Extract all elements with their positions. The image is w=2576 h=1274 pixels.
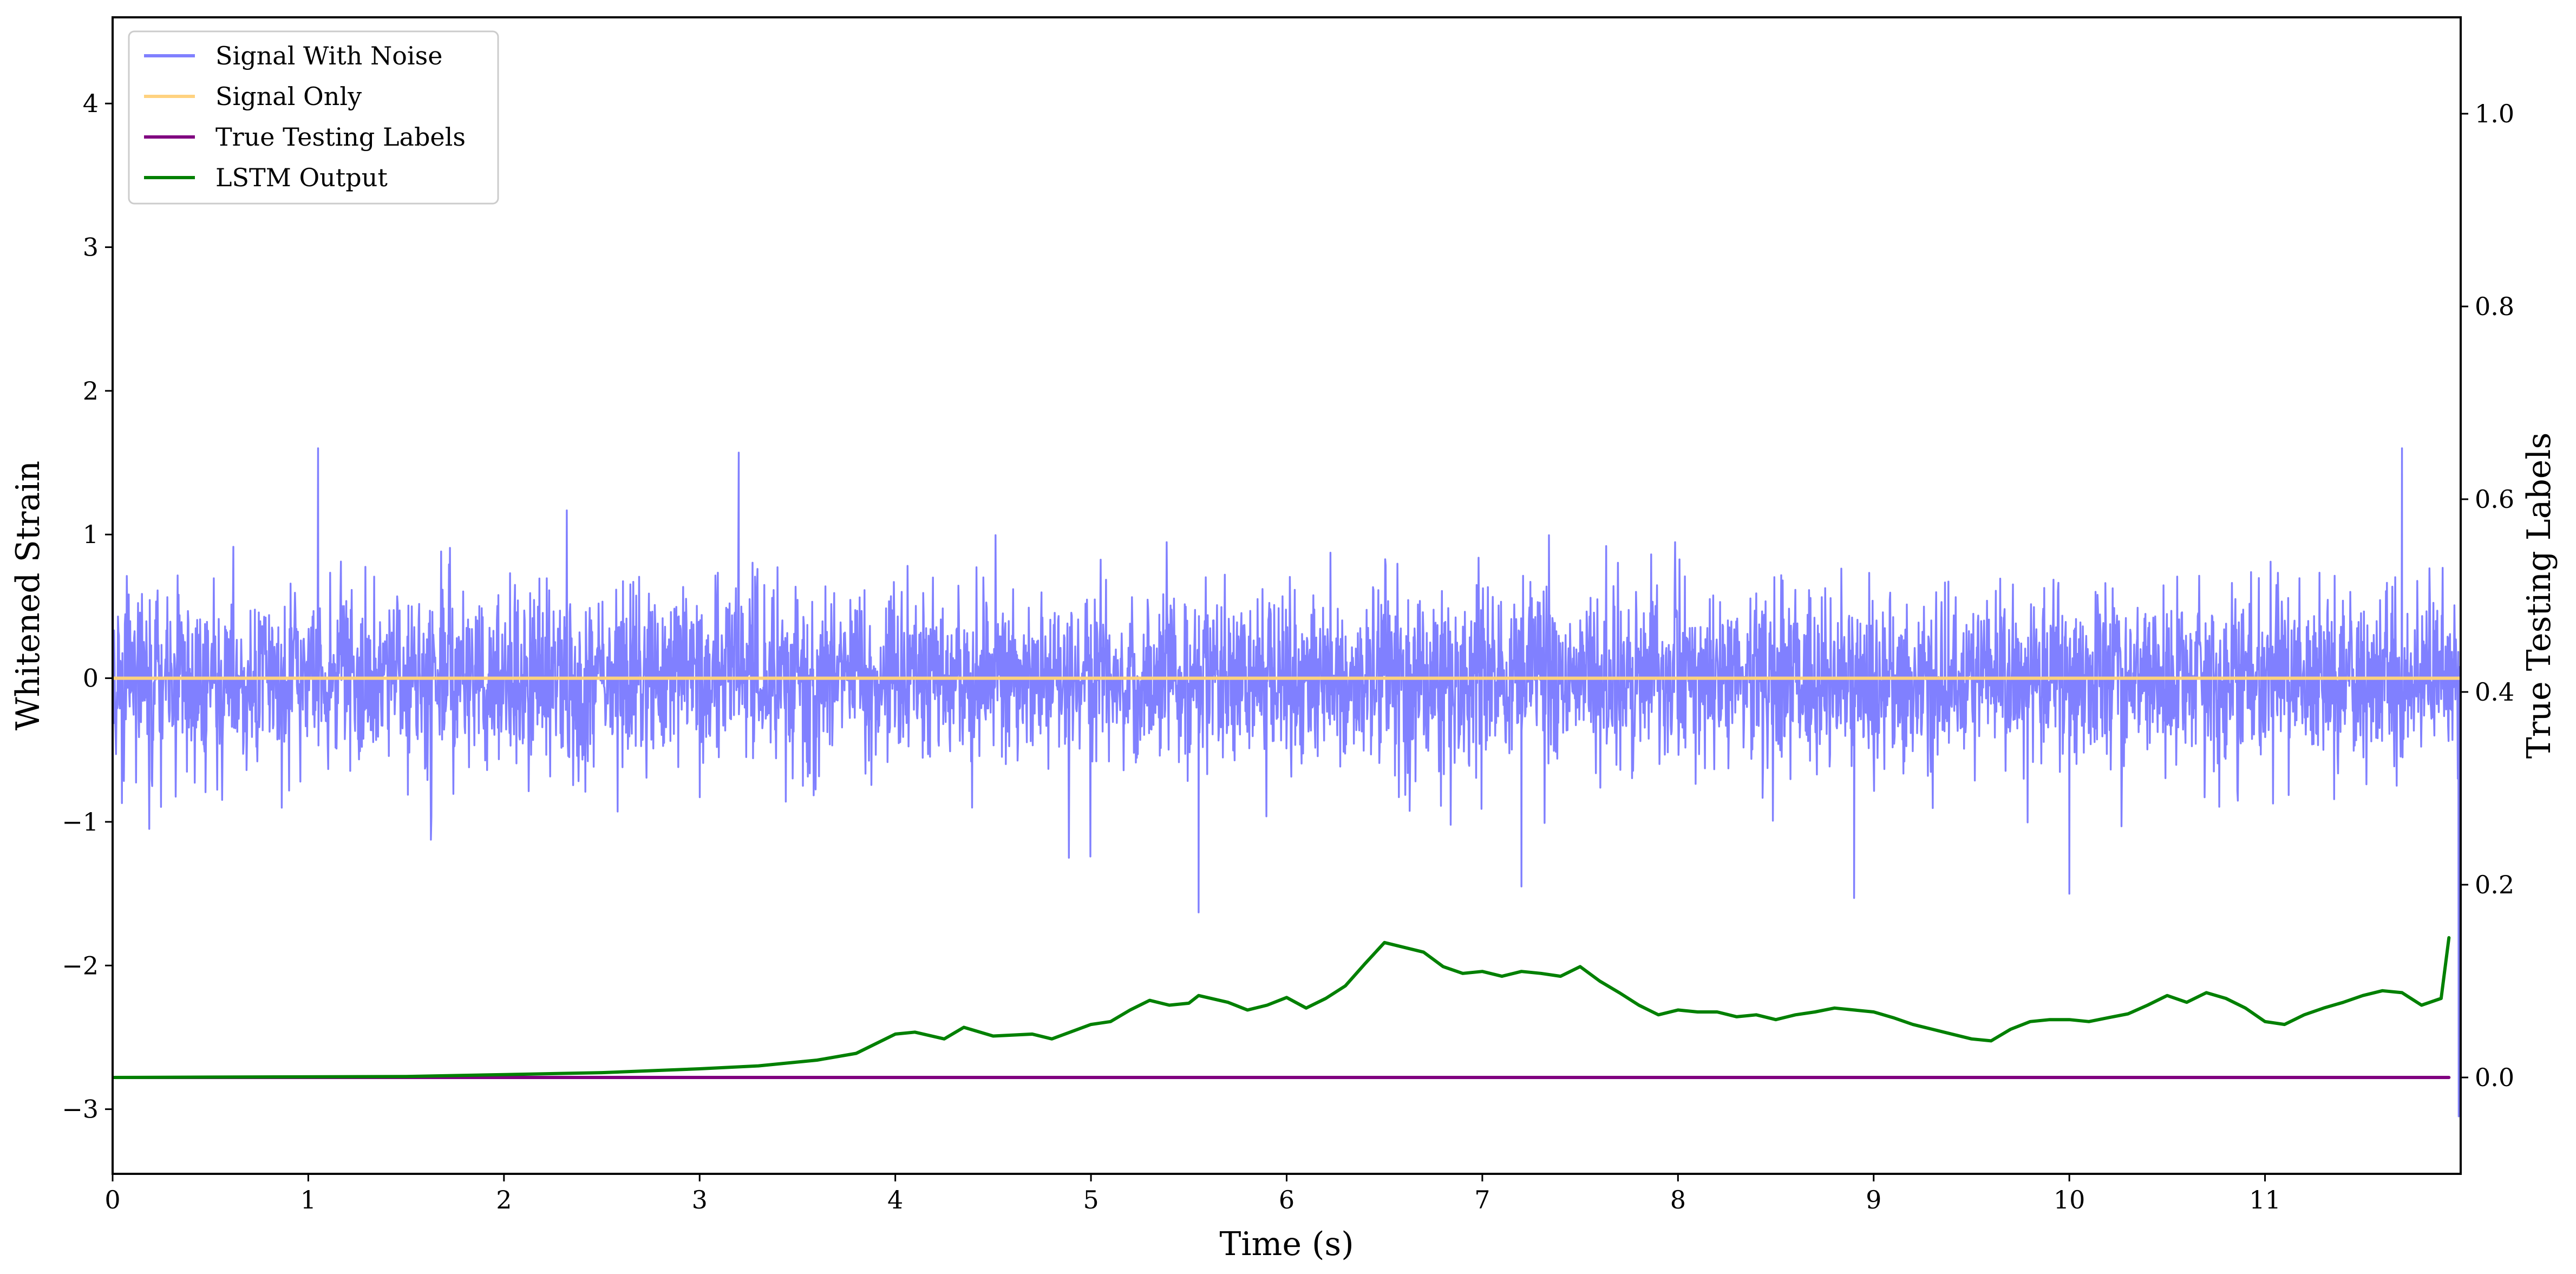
y-tick-label: −1 bbox=[62, 807, 99, 837]
x-tick-label: 0 bbox=[104, 1185, 120, 1214]
y-tick-label: 1 bbox=[83, 520, 99, 549]
legend-label: True Testing Labels bbox=[215, 122, 466, 152]
y-tick-label: −3 bbox=[62, 1095, 99, 1124]
y2-tick-label: 0.2 bbox=[2475, 870, 2514, 899]
x-tick-label: 8 bbox=[1670, 1185, 1686, 1214]
y-tick-label: −2 bbox=[62, 951, 99, 980]
x-tick-label: 6 bbox=[1279, 1185, 1294, 1214]
y2-tick-label: 0.8 bbox=[2475, 292, 2514, 321]
y2-tick-label: 1.0 bbox=[2475, 99, 2514, 128]
x-tick-label: 2 bbox=[496, 1185, 512, 1214]
x-tick-label: 7 bbox=[1474, 1185, 1490, 1214]
x-tick-label: 4 bbox=[887, 1185, 903, 1214]
legend: Signal With Noise Signal Only True Testing… bbox=[128, 30, 499, 205]
y2-tick-label: 0.6 bbox=[2475, 485, 2514, 514]
y-tick-label: 4 bbox=[83, 89, 99, 118]
series-lstm-output bbox=[113, 936, 2451, 1079]
y2-axis-label: True Testing Labels bbox=[2520, 433, 2558, 759]
y2-tick-label: 0.4 bbox=[2475, 677, 2514, 707]
legend-label: Signal Only bbox=[215, 82, 362, 111]
x-tick-label: 3 bbox=[692, 1185, 708, 1214]
y2-tick-label: 0.0 bbox=[2475, 1063, 2514, 1092]
y-axis-label: Whitened Strain bbox=[9, 461, 47, 730]
x-tick-label: 1 bbox=[300, 1185, 316, 1214]
series-layer bbox=[113, 397, 2461, 1118]
y-tick-label: 2 bbox=[83, 376, 99, 406]
plot-area bbox=[113, 397, 2461, 1118]
x-axis-label: Time (s) bbox=[1219, 1225, 1354, 1263]
legend-item: Signal Only bbox=[144, 82, 362, 111]
x-tick-label: 11 bbox=[2249, 1185, 2281, 1214]
legend-item: Signal With Noise bbox=[144, 41, 442, 70]
legend-item: True Testing Labels bbox=[144, 122, 466, 152]
x-tick-label: 5 bbox=[1083, 1185, 1099, 1214]
y-tick-label: 0 bbox=[83, 664, 99, 693]
legend-item: LSTM Output bbox=[144, 163, 388, 192]
legend-box bbox=[128, 30, 499, 205]
tick-layer: 0 1 2 3 4 5 6 7 8 9 10 11 −3 −2 −1 0 1 2 3 4 0.0 0.2 0.4 0.6 0.8… bbox=[62, 89, 2514, 1214]
legend-label: Signal With Noise bbox=[215, 41, 442, 70]
x-tick-label: 10 bbox=[2054, 1185, 2085, 1214]
y-tick-label: 3 bbox=[83, 233, 99, 262]
x-tick-label: 9 bbox=[1866, 1185, 1881, 1214]
legend-label: LSTM Output bbox=[215, 163, 388, 192]
